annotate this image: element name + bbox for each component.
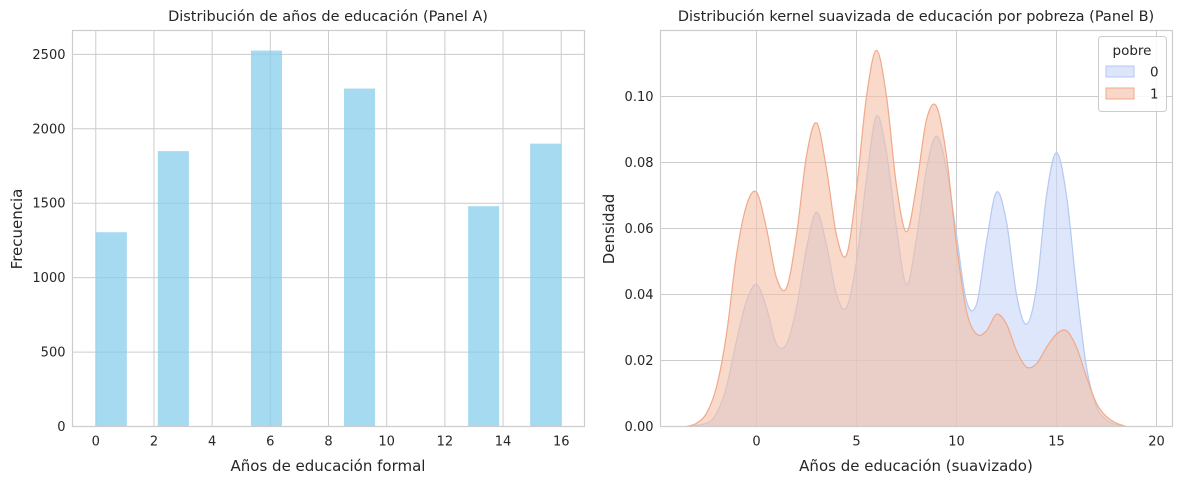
legend-label-0: 0 xyxy=(1150,65,1159,81)
panel-b-xtick-label: 10 xyxy=(948,435,965,450)
panel-a-ytick-label: 2500 xyxy=(32,48,65,63)
panel-a-xtick-label: 4 xyxy=(208,435,216,450)
kde-line-series-1 xyxy=(686,49,1127,428)
panel-a-xtick-label: 8 xyxy=(324,435,332,450)
panel-a-xtick-label: 6 xyxy=(266,435,274,450)
panel-a-title: Distribución de años de educación (Panel… xyxy=(168,9,488,25)
panel-a-ytick-label: 2000 xyxy=(32,122,65,137)
panel-b-ytick-label: 0.06 xyxy=(625,222,654,237)
panel-a: 0 2 4 6 8 10 12 14 16 0 500 1000 1500 2000 2500 Distr… xyxy=(8,9,586,475)
panel-b-frame xyxy=(659,29,1174,428)
panel-a-ytick-label: 0 xyxy=(57,420,65,435)
panel-a-ytick-label: 1500 xyxy=(32,197,65,212)
panel-b-xtick-label: 5 xyxy=(852,435,860,450)
panel-b-title: Distribución kernel suavizada de educaci… xyxy=(678,9,1154,25)
histogram-bar xyxy=(157,151,189,427)
histogram-bar xyxy=(344,88,376,427)
panel-a-frame xyxy=(71,29,586,428)
histogram-bar xyxy=(530,143,562,427)
panel-a-ytick-label: 500 xyxy=(41,346,66,361)
panel-b-ytick-label: 0.04 xyxy=(625,288,654,303)
kde-area-series-1 xyxy=(686,50,1127,427)
panel-a-xtick-label: 2 xyxy=(150,435,158,450)
histogram-bar xyxy=(468,206,500,427)
panel-b: 0 5 10 15 20 0.000.020.040.060.080.10 Distri… xyxy=(600,9,1174,475)
panel-a-xlabel: Años de educación formal xyxy=(231,457,426,475)
histogram-bar xyxy=(95,232,127,427)
legend-title: pobre xyxy=(1113,43,1152,59)
legend-swatch-0 xyxy=(1105,65,1135,78)
panel-b-xtick-label: 0 xyxy=(752,435,760,450)
panel-b-ytick-label: 0.10 xyxy=(625,90,654,105)
panel-b-xtick-label: 20 xyxy=(1148,435,1165,450)
panel-a-xtick-label: 12 xyxy=(437,435,454,450)
legend: pobre 0 1 xyxy=(1098,36,1167,112)
histogram-bar xyxy=(250,50,282,427)
panel-a-xtick-label: 16 xyxy=(553,435,570,450)
panel-b-ylabel: Densidad xyxy=(600,194,618,265)
panel-b-ytick-label: 0.00 xyxy=(625,420,654,435)
panel-a-xtick-label: 0 xyxy=(92,435,100,450)
panel-a-xtick-label: 14 xyxy=(495,435,512,450)
panel-b-ytick-label: 0.08 xyxy=(625,156,654,171)
panel-a-ytick-label: 1000 xyxy=(32,271,65,286)
legend-swatch-1 xyxy=(1105,87,1135,100)
panel-a-ylabel: Frecuencia xyxy=(8,189,26,270)
panel-b-xtick-label: 15 xyxy=(1048,435,1065,450)
legend-label-1: 1 xyxy=(1150,87,1159,103)
panel-a-xtick-label: 10 xyxy=(378,435,395,450)
panel-b-ytick-label: 0.02 xyxy=(625,354,654,369)
panel-b-xlabel: Años de educación (suavizado) xyxy=(799,457,1033,475)
